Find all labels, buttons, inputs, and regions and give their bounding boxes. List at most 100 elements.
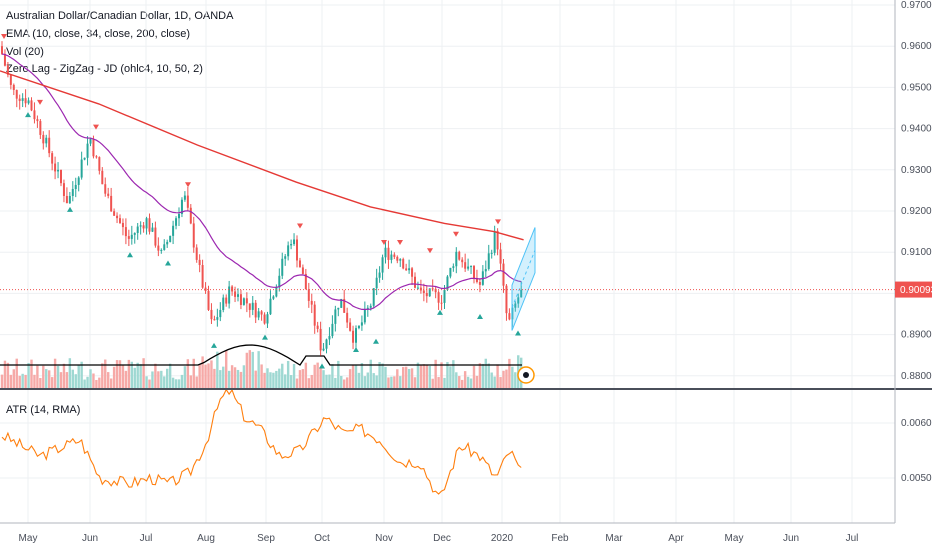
zigzag-bottom-marker — [373, 338, 379, 344]
vol-legend[interactable]: Vol (20) — [6, 46, 44, 58]
candle-body — [446, 276, 449, 290]
volume-bar — [148, 379, 151, 388]
candle-body — [425, 293, 428, 297]
candle-body — [508, 313, 511, 320]
volume-bar — [33, 374, 36, 388]
zigzag-bottom-marker — [67, 206, 73, 212]
candle-body — [98, 157, 101, 171]
candle-body — [57, 169, 60, 172]
volume-bars — [0, 344, 523, 388]
candle-body — [204, 287, 207, 291]
volume-bar — [466, 376, 470, 388]
candle-body — [101, 170, 104, 185]
atr-series-line — [1, 388, 522, 495]
volume-bar — [136, 362, 139, 388]
candle-body — [414, 276, 416, 288]
candle-body — [428, 288, 431, 297]
scroll-to-realtime-dot — [523, 372, 529, 378]
candle-body — [24, 98, 27, 104]
candle-body — [467, 266, 470, 269]
volume-bar — [410, 368, 414, 388]
volume-bar — [340, 375, 343, 388]
candle-body — [219, 309, 222, 318]
candle-body — [496, 230, 499, 250]
volume-bar — [0, 374, 4, 388]
candle-body — [378, 272, 381, 278]
candle-body — [95, 156, 98, 158]
volume-bar — [431, 378, 434, 388]
ema-legend[interactable]: EMA (10, close, 34, close, 200, close) — [6, 28, 191, 40]
candle-body — [139, 225, 142, 227]
time-tick-label: Oct — [314, 533, 330, 544]
volume-bar — [30, 359, 33, 388]
candle-body — [124, 227, 127, 237]
candle-body — [419, 287, 422, 291]
candle-body — [245, 298, 248, 304]
candle-body — [478, 281, 481, 285]
volume-bar — [53, 358, 57, 388]
candle-body — [9, 74, 12, 85]
volume-bar — [80, 361, 83, 388]
last-price-badge — [895, 281, 932, 298]
volume-bar — [3, 360, 7, 388]
candle-body — [431, 288, 434, 290]
volume-bar — [381, 363, 384, 388]
candle-body — [27, 100, 30, 104]
zigzag-top-marker — [427, 248, 433, 254]
candle-body — [77, 177, 80, 185]
candle-body — [514, 303, 517, 308]
volume-bar — [68, 358, 72, 388]
candle-body — [51, 153, 54, 164]
candle-body — [207, 290, 210, 310]
candle-body — [183, 195, 186, 200]
last-price-label: 0.90093 — [900, 285, 932, 296]
candle-body — [325, 339, 328, 349]
candle-body — [461, 259, 464, 263]
candle-body — [281, 258, 284, 276]
volume-bar — [213, 368, 216, 388]
volume-bar — [452, 360, 455, 388]
volume-bar — [12, 369, 15, 388]
volume-bar — [62, 363, 66, 388]
candle-body — [517, 297, 520, 304]
volume-bar — [195, 376, 198, 388]
candle-body — [275, 287, 278, 297]
volume-bar — [192, 358, 195, 388]
volume-bar — [89, 369, 92, 388]
volume-bar — [216, 351, 219, 388]
candle-body — [322, 348, 325, 351]
candle-body — [287, 245, 290, 257]
candle-body — [505, 285, 508, 314]
candle-body — [278, 275, 281, 288]
candle-body — [172, 225, 175, 236]
volume-bar — [15, 358, 18, 388]
volume-bar — [163, 376, 166, 388]
volume-bar — [48, 370, 51, 388]
volume-bar — [242, 365, 246, 388]
candle-body — [470, 266, 473, 268]
volume-bar — [257, 351, 260, 388]
projection-channel — [511, 227, 536, 331]
volume-bar — [369, 359, 372, 388]
volume-bar — [508, 358, 511, 388]
volume-bar — [107, 372, 110, 388]
zigzag-legend[interactable]: Zero Lag - ZigZag - JD (ohlc4, 10, 50, 2… — [6, 63, 203, 75]
candle-body — [269, 298, 272, 315]
volume-bar — [372, 373, 375, 388]
zigzag-bottom-marker — [477, 314, 483, 319]
atr-legend[interactable]: ATR (14, RMA) — [6, 404, 81, 416]
candle-body — [86, 143, 89, 158]
volume-bar — [493, 376, 496, 388]
volume-bar — [366, 372, 369, 388]
volume-bar — [351, 364, 355, 388]
volume-bar — [98, 377, 101, 388]
volume-bar — [278, 368, 281, 388]
time-axis[interactable]: May Jun Jul Aug Sep Oct Nov Dec 2020 Feb Mar Apr May… — [19, 533, 859, 544]
volume-bar — [157, 371, 160, 388]
time-tick-label: Sep — [257, 533, 275, 544]
